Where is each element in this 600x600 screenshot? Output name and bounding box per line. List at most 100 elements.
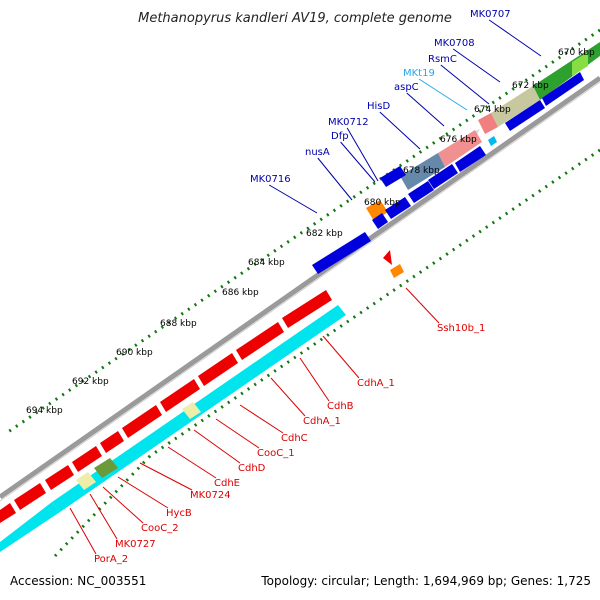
gc-band-steel <box>400 153 445 190</box>
genome-backbone-shadow <box>0 81 600 502</box>
trna-gene[interactable] <box>488 136 497 146</box>
reverse-gene[interactable] <box>160 379 200 412</box>
forward-label-leader <box>346 127 379 182</box>
reverse-gene-label[interactable]: Ssh10b_1 <box>437 323 485 334</box>
reverse-gene-label[interactable]: CdhD <box>238 463 266 474</box>
gc-band-lightgreen <box>572 52 588 76</box>
forward-gene-label[interactable]: Dfp <box>331 131 349 142</box>
inner-tick-track-upper <box>149 148 600 458</box>
reverse-label-leader <box>69 507 97 555</box>
reverse-gene[interactable] <box>198 353 238 386</box>
outer-tick-track <box>4 28 600 436</box>
gc-band-orange <box>366 200 388 221</box>
forward-genes <box>312 72 584 274</box>
forward-gene[interactable] <box>428 164 458 189</box>
forward-label-leader <box>379 111 421 150</box>
reverse-gene[interactable] <box>236 322 284 360</box>
kbp-tick-label: 686 kbp <box>222 288 259 298</box>
reverse-gene-label[interactable]: MK0724 <box>190 490 231 501</box>
forward-gene[interactable] <box>380 166 406 187</box>
forward-gene[interactable] <box>505 100 545 131</box>
forward-gene-label[interactable]: RsmC <box>428 54 457 65</box>
reverse-gene-label[interactable]: CooC_1 <box>257 448 295 459</box>
forward-gene[interactable] <box>312 232 371 274</box>
ssh10b-marker-red <box>383 250 392 265</box>
reverse-gene-label[interactable]: CdhC <box>281 433 308 444</box>
kbp-tick-labels: 670 kbp 672 kbp 674 kbp 676 kbp 678 kbp 680 k… <box>26 48 595 416</box>
kbp-tick-label: 680 kbp <box>364 198 401 208</box>
kbp-tick-label: 688 kbp <box>160 319 197 329</box>
reverse-gene-label[interactable]: CdhE <box>214 478 240 489</box>
genome-title: Methanopyrus kandleri AV19, complete gen… <box>138 11 452 26</box>
kbp-tick-label: 692 kbp <box>72 377 109 387</box>
kbp-tick-label: 682 kbp <box>306 229 343 239</box>
genome-backbone <box>0 75 600 500</box>
forward-gene[interactable] <box>542 72 584 106</box>
forward-gene-label[interactable]: MKt19 <box>403 68 435 79</box>
reverse-label-leader <box>89 493 118 540</box>
forward-gene-label[interactable]: MK0708 <box>434 38 475 49</box>
forward-gene[interactable] <box>372 213 388 229</box>
forward-label-leader <box>406 92 445 127</box>
gc-band-pink <box>478 113 498 134</box>
kbp-tick-label: 670 kbp <box>558 48 595 58</box>
reverse-gene[interactable] <box>14 483 46 510</box>
forward-gene-label[interactable]: MK0712 <box>328 117 369 128</box>
reverse-gene-labels: Ssh10b_1 CdhA_1 CdhB CdhA_1 CdhC CooC_1 CdhD Cd… <box>69 287 485 565</box>
reverse-gene-label[interactable]: CooC_2 <box>141 523 179 534</box>
reverse-label-leader <box>102 486 144 524</box>
reverse-label-leader <box>193 429 241 464</box>
reverse-gene-label[interactable]: CdhA_1 <box>303 416 341 427</box>
reverse-gene[interactable] <box>122 405 162 438</box>
kbp-tick-label: 674 kbp <box>474 105 511 115</box>
gc-band-khaki <box>491 86 540 127</box>
kbp-tick-label: 672 kbp <box>512 81 549 91</box>
gc-band-pink-2 <box>438 130 482 167</box>
reverse-gene[interactable] <box>72 446 102 472</box>
forward-gene-label[interactable]: nusA <box>305 147 330 158</box>
reverse-label-leader <box>270 377 306 417</box>
topology-label: Topology: circular; Length: 1,694,969 bp… <box>260 574 591 588</box>
reverse-label-leader <box>299 357 330 402</box>
kbp-tick-label: 676 kbp <box>440 135 477 145</box>
kbp-tick-label: 694 kbp <box>26 406 63 416</box>
accession-label: Accession: NC_003551 <box>10 574 146 588</box>
reverse-gene-label[interactable]: CdhA_1 <box>357 378 395 389</box>
forward-gene-label[interactable]: MK0716 <box>250 174 291 185</box>
reverse-gene[interactable] <box>282 290 332 328</box>
kbp-tick-label: 690 kbp <box>116 348 153 358</box>
forward-label-leader <box>488 19 542 57</box>
reverse-label-leader <box>139 462 193 491</box>
reverse-label-leader <box>405 287 440 324</box>
reverse-band-khaki <box>182 402 201 419</box>
reverse-gene[interactable] <box>0 503 16 523</box>
reverse-cds-band-tail <box>0 502 60 552</box>
forward-gene[interactable] <box>455 146 486 172</box>
forward-gene-label[interactable]: HisD <box>367 101 391 112</box>
ssh10b-marker-orange <box>390 264 404 278</box>
reverse-gene-label[interactable]: HycB <box>166 508 192 519</box>
reverse-cds-band <box>52 305 346 512</box>
kbp-tick-label: 678 kbp <box>403 166 440 176</box>
forward-label-leader <box>268 184 318 214</box>
forward-gene[interactable] <box>408 181 434 203</box>
reverse-gene-label[interactable]: PorA_2 <box>94 554 128 565</box>
forward-gene-label[interactable]: MK0707 <box>470 9 511 20</box>
kbp-tick-label: 684 kbp <box>248 258 285 268</box>
reverse-gene[interactable] <box>45 465 74 490</box>
reverse-gene-label[interactable]: MK0727 <box>115 539 156 550</box>
forward-label-leader <box>317 157 353 201</box>
forward-label-leader <box>418 78 468 111</box>
reverse-gene[interactable] <box>100 431 124 453</box>
reverse-band-khaki-2 <box>76 472 96 490</box>
reverse-genes <box>0 290 332 523</box>
reverse-label-leader <box>239 404 284 434</box>
forward-label-leader <box>440 64 490 105</box>
reverse-band-green <box>94 458 118 478</box>
forward-gene[interactable] <box>385 197 411 219</box>
forward-gene-label[interactable]: aspC <box>394 82 419 93</box>
reverse-label-leader <box>167 446 217 479</box>
reverse-gene-label[interactable]: CdhB <box>327 401 354 412</box>
